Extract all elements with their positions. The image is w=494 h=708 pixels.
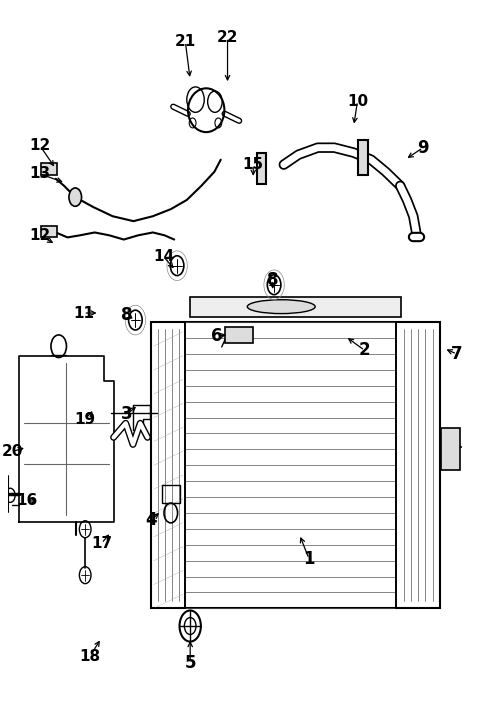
Ellipse shape [247, 299, 315, 314]
Text: 19: 19 [75, 411, 95, 426]
Bar [396, 322, 440, 608]
Bar [190, 297, 401, 316]
Text: 11: 11 [73, 306, 94, 321]
Text: 22: 22 [217, 30, 238, 45]
Bar [256, 153, 266, 184]
Text: 9: 9 [417, 139, 429, 156]
Text: 18: 18 [79, 649, 100, 664]
Text: 20: 20 [1, 444, 23, 459]
Text: 6: 6 [211, 327, 223, 346]
Bar [151, 322, 440, 608]
Text: 5: 5 [184, 654, 196, 673]
Text: 21: 21 [175, 34, 196, 49]
Bar [151, 322, 185, 608]
Text: 12: 12 [29, 138, 50, 153]
Text: 1: 1 [303, 550, 315, 568]
Text: 16: 16 [16, 493, 38, 508]
Text: 7: 7 [451, 345, 463, 363]
Text: 14: 14 [153, 249, 174, 264]
Text: 4: 4 [146, 511, 157, 529]
FancyBboxPatch shape [442, 428, 460, 470]
Text: 2: 2 [359, 341, 370, 360]
Text: 12: 12 [29, 228, 50, 243]
Bar [41, 164, 57, 174]
Circle shape [69, 188, 82, 206]
Text: 13: 13 [29, 166, 50, 181]
FancyBboxPatch shape [225, 327, 253, 343]
Text: 17: 17 [91, 536, 112, 551]
Text: 10: 10 [347, 93, 368, 108]
Text: 3: 3 [122, 405, 133, 423]
Bar [41, 226, 57, 237]
Text: 15: 15 [243, 157, 264, 172]
Text: 8: 8 [122, 306, 133, 324]
Bar [162, 486, 179, 503]
Text: 8: 8 [267, 270, 279, 289]
Bar [359, 140, 368, 175]
